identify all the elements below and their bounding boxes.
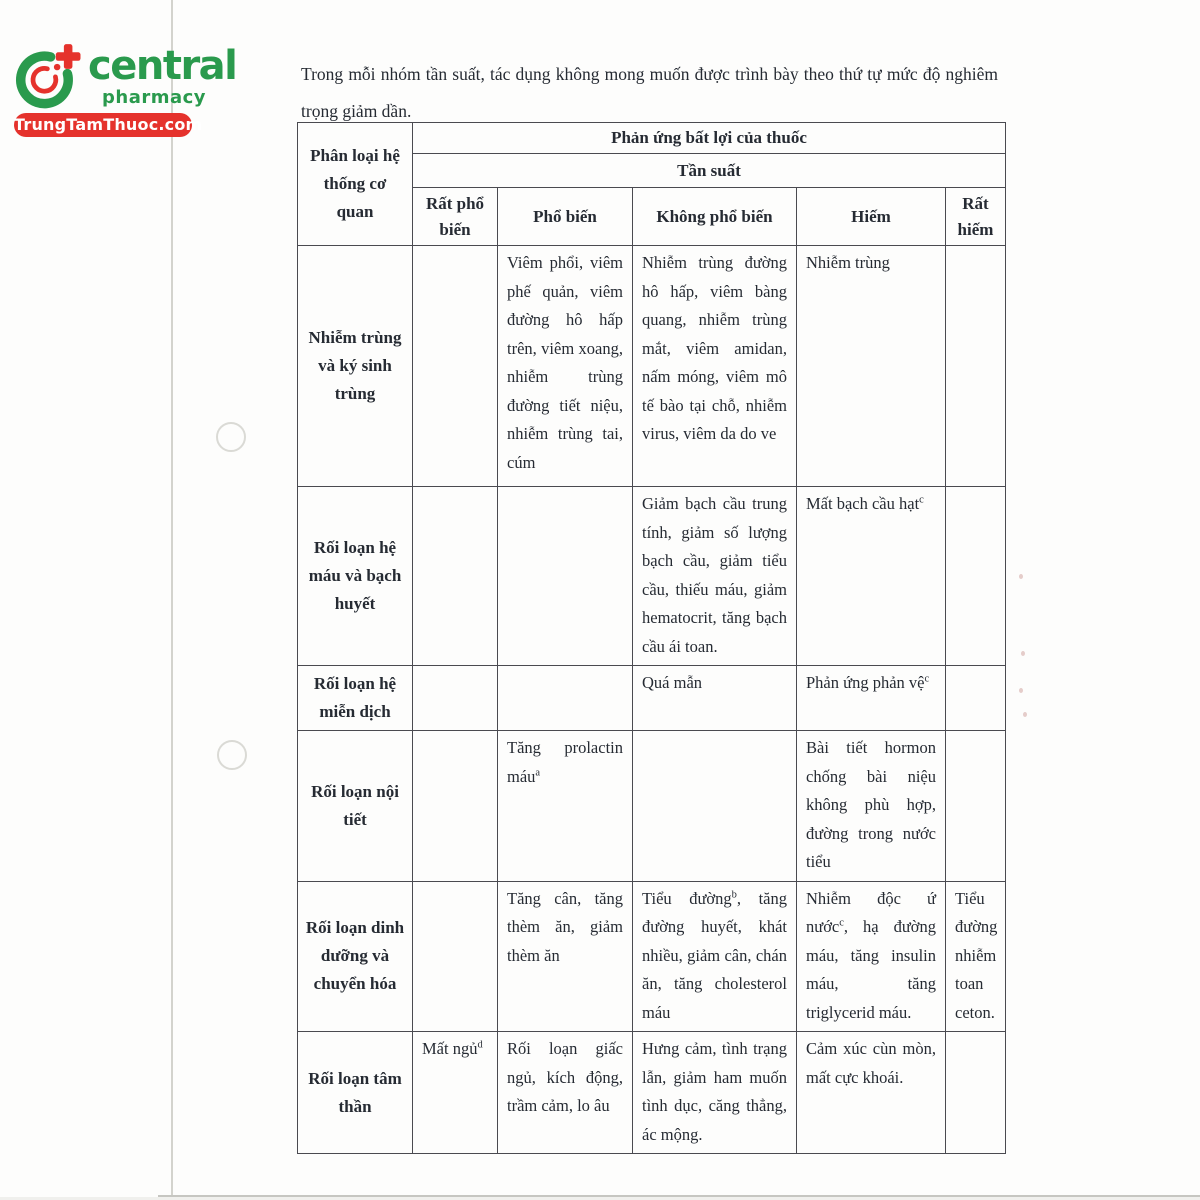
adr-cell: Tăng cân, tăng thèm ăn, giảm thèm ăn — [497, 880, 633, 1032]
adr-cell — [412, 730, 498, 882]
adr-header: Phản ứng bất lợi của thuốc — [412, 122, 1006, 154]
adr-cell: Phản ứng phản vệc — [796, 665, 946, 731]
page-bottom-edge-line — [158, 1195, 1200, 1197]
adr-cell: Bài tiết hormon chống bài niệu không phù… — [796, 730, 946, 882]
adr-cell — [497, 665, 633, 731]
frequency-column-header: Rất phổ biến — [412, 187, 498, 246]
adr-cell — [632, 730, 797, 882]
adr-cell: Giảm bạch cầu trung tính, giảm số lượng … — [632, 486, 797, 666]
organ-system-cell: Rối loạn hệ miễn dịch — [297, 665, 413, 731]
logo-sub-text: pharmacy — [102, 87, 207, 108]
adr-cell: Nhiễm trùng — [796, 245, 946, 487]
scanner-background — [0, 1197, 1200, 1200]
punch-hole — [216, 422, 246, 452]
page-left-edge-line — [171, 0, 173, 1196]
table-header-row: Phân loại hệ thống cơ quan Phản ứng bất … — [297, 122, 1006, 246]
central-pharmacy-watermark: central pharmacy TrungTamThuoc.com — [12, 38, 238, 140]
adr-cell — [945, 486, 1006, 666]
adr-cell — [945, 730, 1006, 882]
adverse-reactions-table: Phân loại hệ thống cơ quan Phản ứng bất … — [297, 122, 1006, 1154]
scan-speck — [1019, 688, 1023, 693]
frequency-column-header: Rất hiếm — [945, 187, 1006, 246]
table-row: Nhiễm trùng và ký sinh trùng Viêm phổi, v… — [297, 245, 1006, 487]
logo-badge: TrungTamThuoc.com — [14, 113, 202, 137]
adr-cell — [945, 665, 1006, 731]
scan-speck — [1021, 651, 1025, 656]
adr-cell: Cảm xúc cùn mòn, mất cực khoái. — [796, 1031, 946, 1154]
adr-cell: Tiểu đường nhiễm toan ceton. — [945, 880, 1006, 1032]
adr-cell: Tiểu đườngb, tăng đường huyết, khát nhiề… — [632, 880, 797, 1032]
adr-cell — [497, 486, 633, 666]
adr-cell — [945, 1031, 1006, 1154]
table-row: Rối loạn tâm thần Mất ngủd Rối loạn giấc n… — [297, 1031, 1006, 1154]
adr-cell — [945, 245, 1006, 487]
scan-speck — [1023, 712, 1027, 717]
adr-cell: Viêm phổi, viêm phế quản, viêm đường hô … — [497, 245, 633, 487]
frequency-column-header: Phổ biến — [497, 187, 633, 246]
adr-cell: Quá mẫn — [632, 665, 797, 731]
organ-system-cell: Rối loạn nội tiết — [297, 730, 413, 882]
frequency-column-header: Không phổ biến — [632, 187, 797, 246]
adr-table-body: Nhiễm trùng và ký sinh trùng Viêm phổi, v… — [297, 245, 1006, 1154]
adr-cell: Nhiễm trùng đường hô hấp, viêm bàng quan… — [632, 245, 797, 487]
table-row: Rối loạn hệ miễn dịch Quá mẫn Phản ứng phả… — [297, 665, 1006, 731]
organ-system-cell: Rối loạn tâm thần — [297, 1031, 413, 1154]
adr-cell: Rối loạn giấc ngủ, kích động, trầm cảm, … — [497, 1031, 633, 1154]
frequency-header: Tần suất — [412, 153, 1006, 188]
adr-cell — [412, 486, 498, 666]
adr-cell — [412, 665, 498, 731]
central-pharmacy-logo-icon — [15, 44, 81, 109]
intro-paragraph: Trong mỗi nhóm tần suất, tác dụng không … — [301, 64, 998, 121]
frequency-column-header: Hiếm — [796, 187, 946, 246]
table-row: Rối loạn nội tiết Tăng prolactin máua Bài … — [297, 730, 1006, 882]
adr-cell: Mất bạch cầu hạtc — [796, 486, 946, 666]
adr-cell: Nhiễm độc ứ nướcc, hạ đường máu, tăng in… — [796, 880, 946, 1032]
adr-cell: Tăng prolactin máua — [497, 730, 633, 882]
adr-cell — [412, 245, 498, 487]
organ-system-cell: Nhiễm trùng và ký sinh trùng — [297, 245, 413, 487]
adr-cell: Mất ngủd — [412, 1031, 498, 1154]
punch-hole — [217, 740, 247, 770]
organ-system-cell: Rối loạn dinh dưỡng và chuyển hóa — [297, 880, 413, 1032]
adr-cell — [412, 880, 498, 1032]
scan-speck — [1019, 574, 1023, 579]
organ-system-header: Phân loại hệ thống cơ quan — [297, 122, 413, 246]
table-row: Rối loạn dinh dưỡng và chuyển hóa Tăng câ… — [297, 880, 1006, 1032]
table-row: Rối loạn hệ máu và bạch huyết Giảm bạch c… — [297, 486, 1006, 666]
table-header-row: Tần suất — [298, 153, 1006, 188]
logo-brand-text: central — [88, 43, 238, 89]
adr-cell: Hưng cảm, tình trạng lẫn, giảm ham muốn … — [632, 1031, 797, 1154]
organ-system-cell: Rối loạn hệ máu và bạch huyết — [297, 486, 413, 666]
